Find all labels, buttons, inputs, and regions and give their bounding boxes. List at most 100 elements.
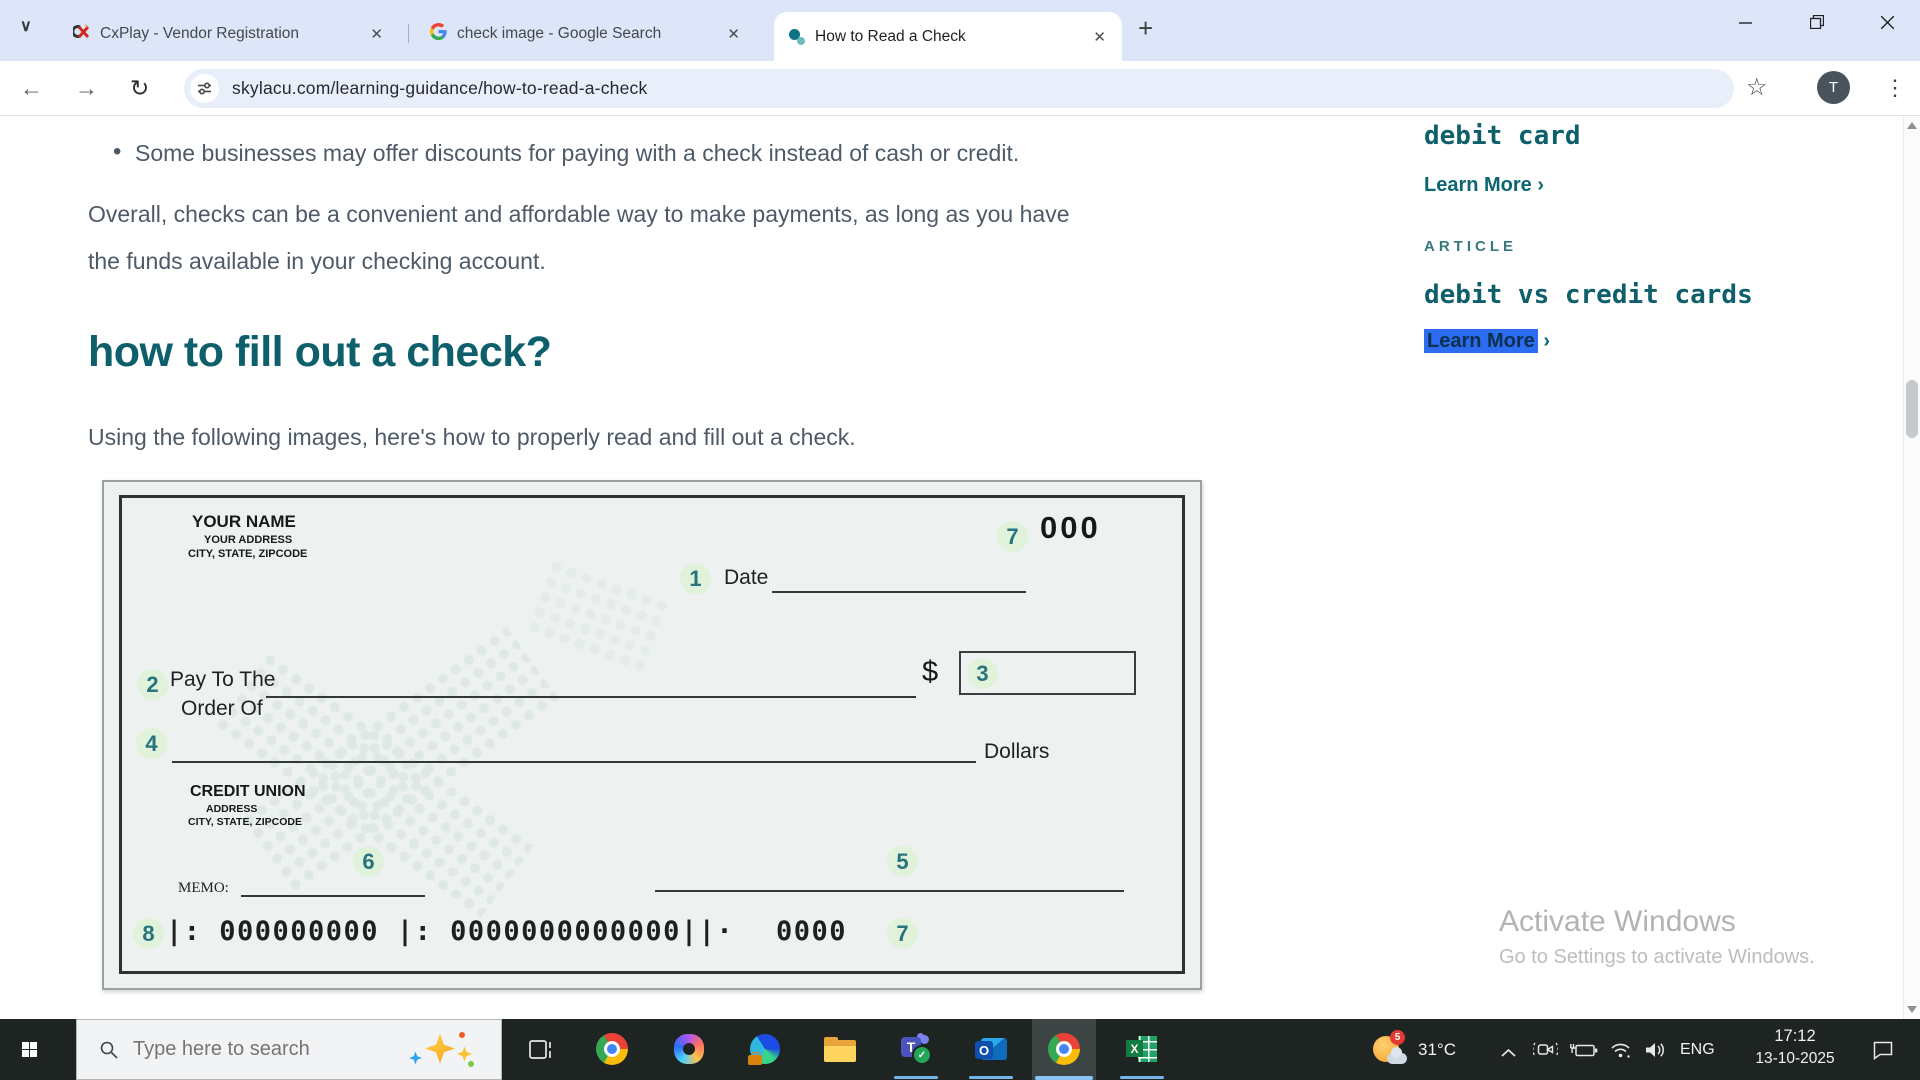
check-date-line <box>772 591 1026 593</box>
teams-icon[interactable]: ✓ <box>900 1033 932 1065</box>
language-indicator[interactable]: ENG <box>1680 1041 1715 1058</box>
tray-chevron-up-icon[interactable] <box>1500 1045 1517 1063</box>
close-window-button[interactable] <box>1864 0 1910 44</box>
check-inner-border <box>119 495 1185 974</box>
check-memo-label: MEMO: <box>178 880 229 896</box>
scroll-down-icon[interactable] <box>1907 1006 1917 1013</box>
copilot-sparkle-icon <box>397 1030 487 1070</box>
sidebar-card-debit-vs-credit-title[interactable]: debit vs credit cards <box>1424 280 1753 310</box>
profile-avatar[interactable]: T <box>1817 71 1850 104</box>
forward-icon[interactable]: → <box>75 75 98 101</box>
callout-1: 1 <box>680 563 711 594</box>
check-payer-address: YOUR ADDRESS <box>204 534 293 546</box>
clock[interactable]: 17:12 13-10-2025 <box>1735 1027 1855 1068</box>
check-bank-city: CITY, STATE, ZIPCODE <box>188 816 302 828</box>
callout-7b: 7 <box>887 918 918 949</box>
edge-icon[interactable] <box>748 1034 780 1065</box>
weather-badge: 5 <box>1390 1030 1405 1045</box>
chevron-right-icon: › <box>1543 330 1551 352</box>
new-tab-button[interactable]: + <box>1138 13 1154 43</box>
bullet-icon: • <box>113 138 122 165</box>
callout-5: 5 <box>887 846 918 877</box>
bookmark-star-icon[interactable]: ☆ <box>1746 74 1768 101</box>
tab-close-icon[interactable]: ✕ <box>370 26 383 43</box>
search-input[interactable] <box>131 1037 385 1062</box>
battery-icon[interactable] <box>1570 1043 1598 1063</box>
tab-search-chevron-icon[interactable]: ∨ <box>20 18 32 35</box>
meet-now-camera-icon[interactable] <box>1532 1040 1559 1064</box>
sidebar-learn-more-link[interactable]: Learn More › <box>1424 174 1544 197</box>
url-text[interactable]: skylacu.com/learning-guidance/how-to-rea… <box>232 78 648 98</box>
learn-more-label-highlighted[interactable]: Learn More <box>1424 329 1538 353</box>
check-order-of-label: Order Of <box>181 697 263 720</box>
google-favicon-icon <box>430 23 447 45</box>
callout-6: 6 <box>353 846 384 877</box>
taskbar-search-box[interactable] <box>76 1019 502 1080</box>
back-icon[interactable]: ← <box>20 75 43 101</box>
tab-close-icon[interactable]: ✕ <box>727 26 740 43</box>
tab-title: CxPlay - Vendor Registration <box>100 25 300 42</box>
file-explorer-icon[interactable] <box>824 1037 856 1063</box>
check-dollar-sign: $ <box>922 656 939 688</box>
tab-close-icon[interactable]: ✕ <box>1093 28 1106 46</box>
check-memo-line <box>241 895 425 897</box>
intro-paragraph: Using the following images, here's how t… <box>88 424 856 450</box>
learn-more-label[interactable]: Learn More <box>1424 174 1532 196</box>
sidebar-card-debit-card-title[interactable]: debit card <box>1424 121 1581 151</box>
bullet-list-item: Some businesses may offer discounts for … <box>135 140 1020 166</box>
address-bar[interactable]: skylacu.com/learning-guidance/how-to-rea… <box>184 69 1734 108</box>
sidebar-article-label: ARTICLE <box>1424 238 1517 255</box>
task-view-icon[interactable] <box>527 1037 553 1068</box>
check-bank-name: CREDIT UNION <box>190 783 306 800</box>
check-payer-city: CITY, STATE, ZIPCODE <box>188 548 308 560</box>
paragraph-line: Overall, checks can be a convenient and … <box>88 201 1070 227</box>
minimize-button[interactable] <box>1722 0 1768 44</box>
weather-icon[interactable]: 5 <box>1373 1030 1407 1065</box>
site-settings-tune-icon[interactable] <box>190 74 219 103</box>
callout-3: 3 <box>967 658 998 689</box>
running-indicator <box>969 1076 1013 1079</box>
check-pay-to-label: Pay To The <box>170 668 276 691</box>
check-payee-line <box>266 696 916 698</box>
page-scrollbar[interactable] <box>1903 116 1920 1019</box>
check-number: 000 <box>1040 510 1101 545</box>
browser-menu-icon[interactable]: ⋮ <box>1884 75 1906 100</box>
tab-title: How to Read a Check <box>815 27 966 45</box>
tab-how-to-read-a-check[interactable]: How to Read a Check ✕ <box>774 12 1122 61</box>
check-payer-name: YOUR NAME <box>192 512 296 531</box>
tab-cxplay[interactable]: CxPlay - Vendor Registration ✕ <box>59 14 399 54</box>
scrollbar-thumb[interactable] <box>1906 380 1918 438</box>
start-button-icon[interactable] <box>22 1042 37 1057</box>
sidebar-learn-more-link-selected[interactable]: Learn More › <box>1424 329 1551 353</box>
restore-button[interactable] <box>1794 0 1840 44</box>
chrome-icon[interactable] <box>596 1033 628 1065</box>
copilot-icon[interactable] <box>674 1034 704 1064</box>
activate-windows-subtext: Go to Settings to activate Windows. <box>1499 946 1815 968</box>
paragraph-line: the funds available in your checking acc… <box>88 248 546 274</box>
temperature-text[interactable]: 31°C <box>1418 1040 1456 1059</box>
check-dollars-label: Dollars <box>984 740 1050 763</box>
running-indicator <box>1120 1076 1164 1079</box>
tab-strip: ∨ CxPlay - Vendor Registration ✕ <box>0 0 1920 61</box>
wifi-icon[interactable] <box>1610 1041 1633 1064</box>
chevron-right-icon: › <box>1537 174 1545 196</box>
windows-taskbar: ✓ 5 31°C <box>0 1019 1920 1080</box>
clock-date: 13-10-2025 <box>1755 1050 1835 1067</box>
check-micr-checkno: 0000 <box>776 916 848 947</box>
speaker-icon[interactable] <box>1644 1041 1666 1064</box>
check-micr-routing: |: 000000000 |: 0000000000000||· <box>166 916 735 947</box>
reload-icon[interactable]: ↻ <box>130 75 150 101</box>
callout-4: 4 <box>136 728 167 759</box>
excel-icon[interactable] <box>1126 1033 1158 1065</box>
browser-toolbar: ← → ↻ skylacu.com/learning-guidance/how-… <box>0 61 1920 116</box>
outlook-icon[interactable] <box>975 1033 1007 1065</box>
scroll-up-icon[interactable] <box>1907 122 1917 129</box>
notification-center-icon[interactable] <box>1872 1040 1894 1065</box>
page-heading: how to fill out a check? <box>88 328 552 376</box>
running-indicator <box>894 1076 938 1079</box>
tab-separator <box>408 24 409 43</box>
tab-google-search[interactable]: check image - Google Search ✕ <box>416 14 756 54</box>
check-amount-box <box>959 651 1136 695</box>
running-indicator-active <box>1035 1076 1093 1080</box>
chrome-active-icon[interactable] <box>1048 1033 1080 1065</box>
